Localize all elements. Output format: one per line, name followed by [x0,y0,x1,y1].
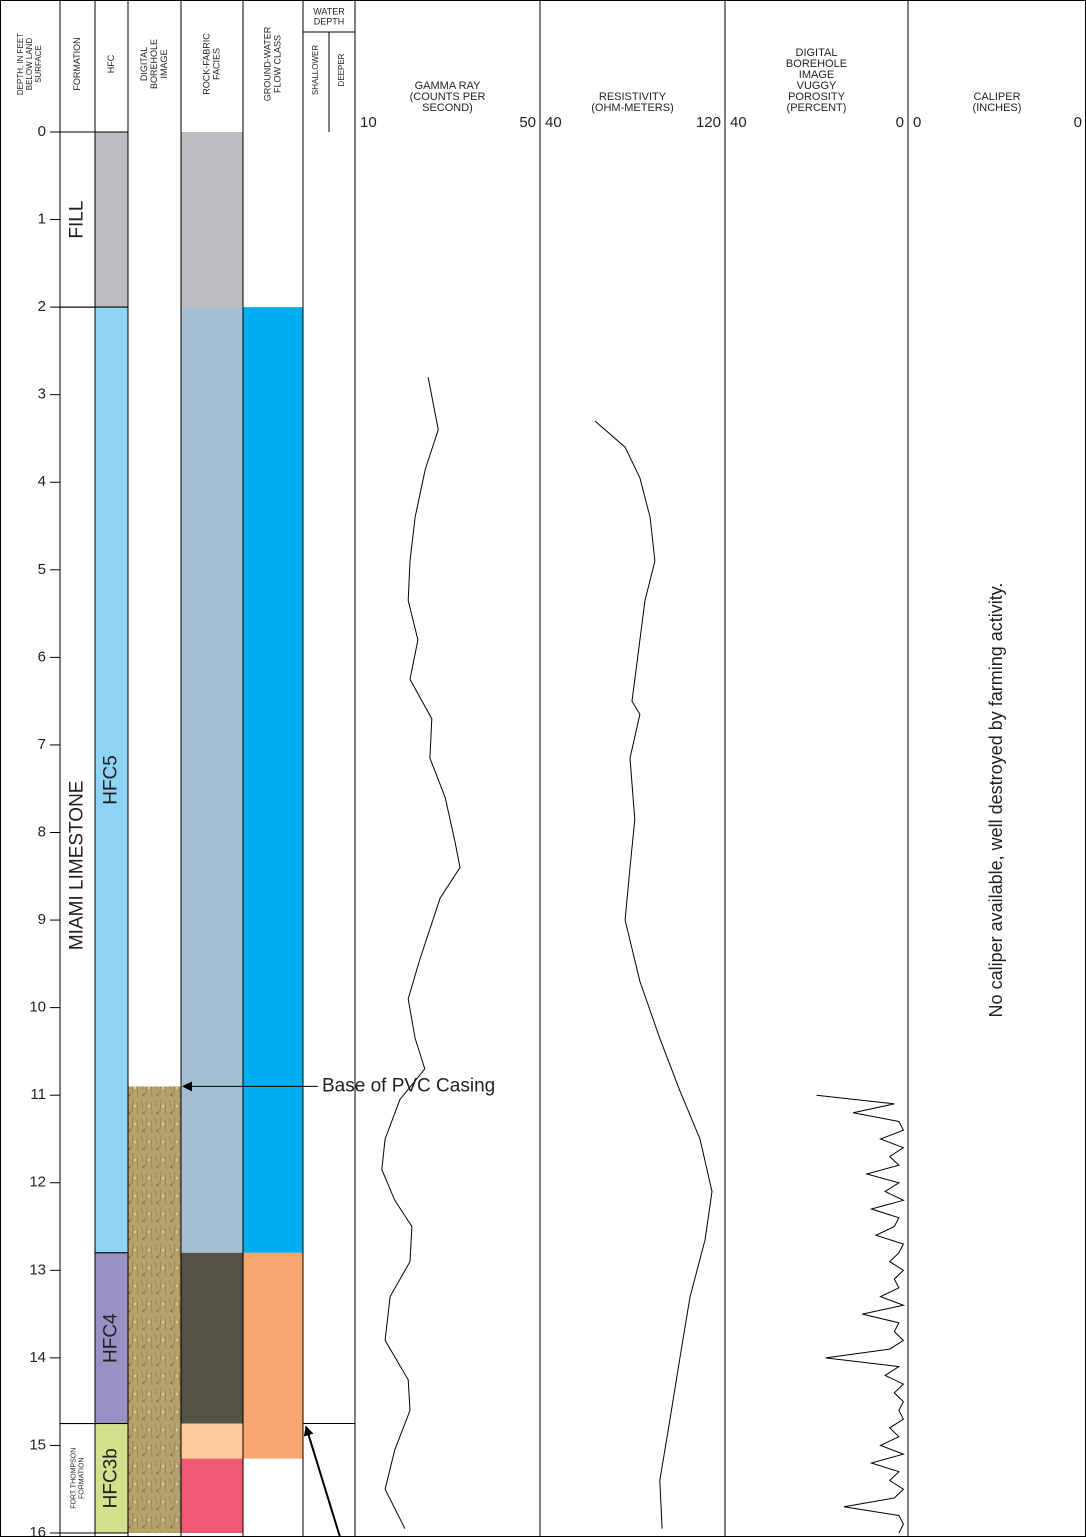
y-tick-label: 4 [38,473,46,490]
x-tick-label: 40 [730,114,747,131]
y-tick-label: 5 [38,561,46,578]
curve [381,377,461,1529]
depth-axis-title: BELOW LAND [25,38,34,91]
track-header: POROSITY [788,91,846,103]
annotation: Base of PVC Casing [322,1075,495,1096]
y-tick-label: 2 [38,298,46,315]
depth-axis-title: DEPTH, IN FEET [16,33,25,95]
track-header: (INCHES) [973,102,1022,114]
y-tick-label: 6 [38,648,46,665]
y-tick-label: 11 [30,1086,46,1103]
interval [181,1458,243,1533]
track-header: BOREHOLE [786,58,847,70]
interval [94,131,129,308]
y-tick-label: 10 [29,999,46,1016]
column-header: GROUND-WATER [262,26,272,101]
image-texture [128,1086,181,1533]
x-tick-label: 10 [360,114,377,131]
y-tick-label: 16 [29,1524,46,1537]
track-header: (OHM-METERS) [591,102,674,114]
track-header: IMAGE [799,69,834,81]
track-header: SECOND) [422,102,473,114]
column-subheader: SHALLOWER [311,45,320,95]
column-header: IMAGE [159,49,169,78]
track-header: RESISTIVITY [599,91,667,103]
track-header: (COUNTS PER [410,91,486,103]
column-header: DEPTH [314,16,345,26]
y-tick-label: 14 [29,1349,46,1366]
y-tick-label: 12 [29,1174,46,1191]
curve [594,420,713,1529]
depth-axis-title: SURFACE [34,45,43,83]
interval-label: MIAMI LIMESTONE [67,781,88,951]
y-tick-label: 15 [29,1436,46,1453]
interval-label: HFC4 [101,1313,122,1363]
y-tick-label: 8 [38,823,46,840]
x-tick-label: 0 [1074,114,1082,131]
track-note: No caliper available, well destroyed by … [986,583,1006,1018]
interval-label: FORMATION [78,1458,85,1499]
x-tick-label: 50 [519,114,536,131]
x-tick-label: 120 [696,114,721,131]
column-subheader: DEEPER [337,53,346,86]
y-tick-label: 3 [38,386,46,403]
track-header: VUGGY [797,80,837,92]
column-header: DIGITAL [139,47,149,81]
track-header: (PERCENT) [787,102,847,114]
track-header: CALIPER [973,91,1020,103]
interval-label: HFC3b [101,1448,122,1508]
column-header: FACIES [211,48,221,80]
column-header: ROCK-FABRIC [201,33,211,95]
column-header: BOREHOLE [149,39,159,89]
curve [816,1094,906,1534]
interval-label: HFC5 [101,755,122,805]
column-header: FORMATION [72,37,82,90]
interval [243,1252,303,1459]
y-tick-label: 7 [38,736,46,753]
track-header: GAMMA RAY [415,80,481,92]
interval [94,1423,129,1534]
y-tick-label: 13 [29,1261,46,1278]
interval-label: FILL [67,201,88,239]
interval [181,307,243,1253]
column-header: FLOW CLASS [272,35,282,93]
y-tick-label: 9 [38,911,46,928]
x-tick-label: 0 [896,114,904,131]
y-tick-label: 0 [38,123,46,140]
track-header: DIGITAL [796,47,838,59]
column-header: HFC [106,54,116,73]
x-tick-label: 0 [913,114,921,131]
interval-label: FORT THOMPSON [70,1448,77,1509]
water-level-arrow [303,1425,341,1537]
interval [181,1423,243,1459]
interval [181,1252,243,1424]
interval [181,132,243,308]
interval [243,307,303,1253]
column-header: WATER [313,6,345,16]
y-tick-label: 1 [38,211,46,228]
x-tick-label: 40 [545,114,562,131]
